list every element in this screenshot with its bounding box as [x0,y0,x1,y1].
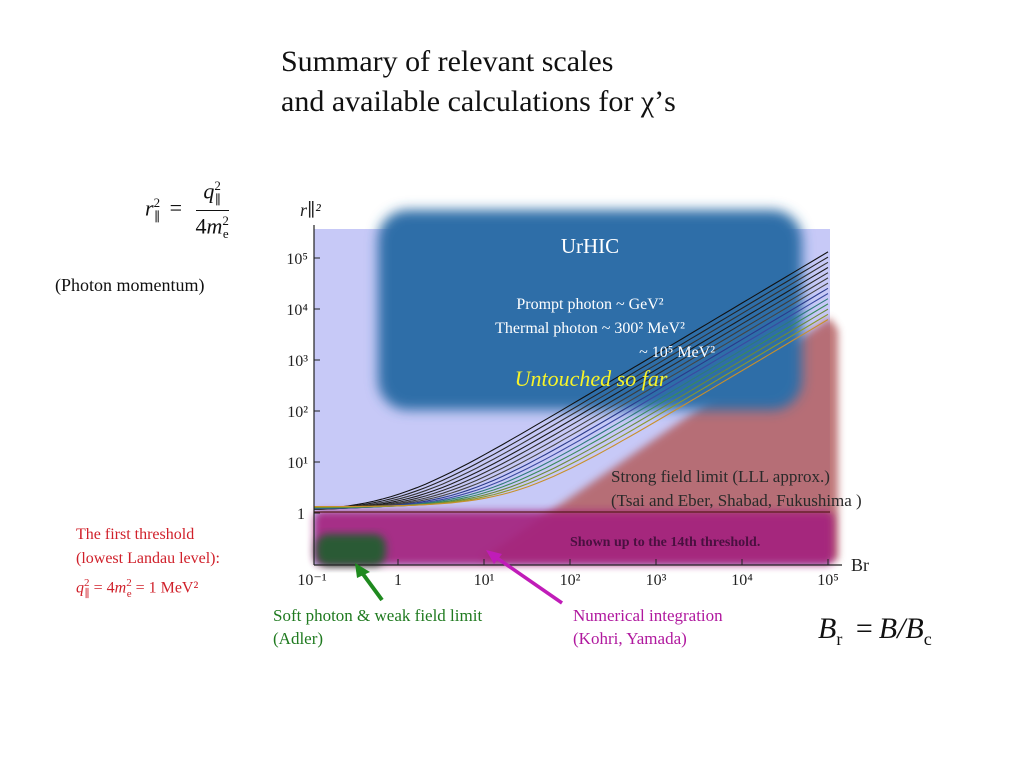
x-tick-label: 10⁴ [731,572,753,589]
y-tick-label: 10⁴ [286,302,308,319]
green-arrow [355,563,384,602]
thermal-photon-text-2: ~ 10⁵ MeV² [639,344,715,361]
r-squared-definition: r2∥ = q2∥ 4m2e [145,178,229,242]
y-axis-label: r∥² [300,200,321,220]
threshold-curve [313,251,829,510]
soft-photon-region [316,534,386,566]
urhic-title: UrHIC [561,234,619,258]
y-ticks [314,257,320,514]
threshold-curves [313,251,829,511]
strong-field-label-1: Strong field limit (LLL approx.) [611,467,830,486]
title-line-1: Summary of relevant scales [281,45,614,78]
threshold-value: = 1 MeV² [135,579,199,597]
y-tick-label: 10⁵ [286,251,308,268]
threshold-curve [313,319,829,508]
title-line-2: and available calculations for χ’s [281,85,676,118]
urhic-region [378,210,802,410]
threshold-curve [313,277,829,510]
x-tick-label: 10⁻¹ [297,572,326,589]
x-ticks [313,559,829,565]
threshold-band-label: Shown up to the 14th threshold. [570,535,760,550]
threshold-curve [313,282,829,510]
first-threshold-note: The first threshold (lowest Landau level… [76,523,220,606]
numerical-line-2: (Kohri, Yamada) [573,629,687,648]
threshold-line-2: (lowest Landau level): [76,550,220,567]
photon-momentum-note: (Photon momentum) [55,275,205,295]
y-tick-label: 10³ [287,353,308,370]
x-tick-label: 10² [560,572,581,589]
page-title: Summary of relevant scales and available… [281,42,676,122]
x-tick-label: 10⁵ [817,572,839,589]
magenta-arrow [486,550,563,605]
thermal-photon-text: Thermal photon ~ 300² MeV² [495,320,685,337]
strong-field-label-2: (Tsai and Eber, Shabad, Fukushima ) [611,491,862,510]
untouched-label: Untouched so far [515,366,668,391]
soft-photon-annotation: Soft photon & weak field limit (Adler) [273,604,482,650]
x-tick-label: 1 [394,572,402,589]
y-tick-label: 1 [297,506,305,523]
x-tick-label: 10¹ [474,572,495,589]
threshold-curve [313,261,829,511]
br-definition: Br = B/Bc [818,612,932,649]
soft-photon-line-2: (Adler) [273,629,324,648]
numerical-integration-annotation: Numerical integration (Kohri, Yamada) [573,604,723,650]
threshold-equation: q2∥ = 4m2e = 1 MeV² [76,577,199,600]
threshold-curve [313,256,829,511]
soft-photon-line-1: Soft photon & weak field limit [273,606,483,625]
numerical-line-1: Numerical integration [573,606,723,625]
threshold-curve [313,267,829,511]
x-tick-label: 10³ [646,572,667,589]
threshold-curve [313,272,829,510]
threshold-line-1: The first threshold [76,526,195,543]
prompt-photon-text: Prompt photon ~ GeV² [516,296,663,313]
y-tick-label: 10¹ [287,455,308,472]
y-tick-label: 10² [287,404,308,421]
threshold-band [314,511,834,565]
x-axis-label: Br [851,555,869,575]
